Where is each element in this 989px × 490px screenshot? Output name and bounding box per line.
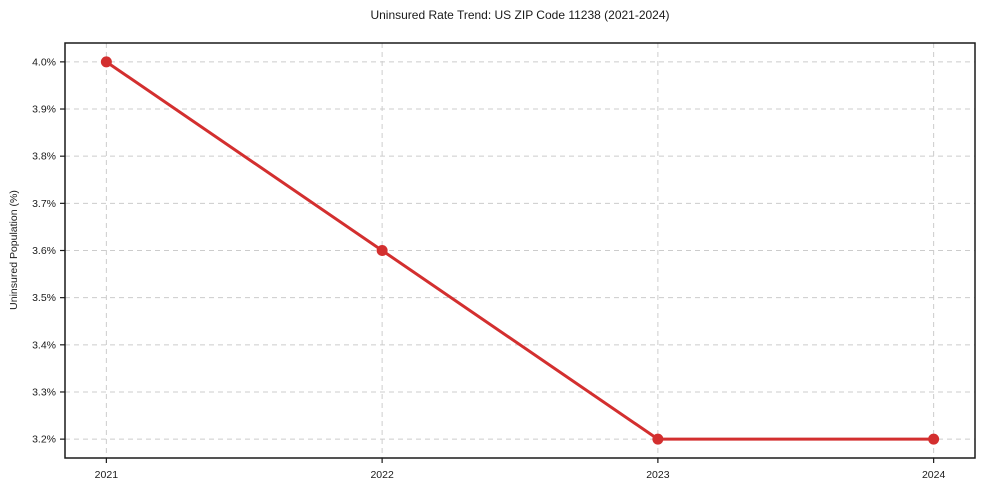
trend-line xyxy=(104,60,936,441)
y-tick-label: 3.3% xyxy=(32,386,56,398)
x-tick-label: 2024 xyxy=(922,469,946,481)
y-tick-label: 3.8% xyxy=(32,151,56,163)
x-tick-label: 2021 xyxy=(95,469,119,481)
y-tick-label: 3.2% xyxy=(32,434,56,446)
y-tick-label: 4.0% xyxy=(32,56,56,68)
data-point xyxy=(376,245,388,256)
x-tick-label: 2022 xyxy=(370,469,394,481)
y-tick-label: 3.6% xyxy=(32,245,56,257)
y-tick-label: 3.9% xyxy=(32,104,56,116)
y-axis-label: Uninsured Population (%) xyxy=(8,190,20,310)
chart-title: Uninsured Rate Trend: US ZIP Code 11238 … xyxy=(370,8,670,22)
x-tick-label: 2023 xyxy=(646,469,670,481)
data-point xyxy=(928,433,940,445)
y-tick-label: 3.4% xyxy=(32,339,56,351)
data-point xyxy=(100,56,112,68)
y-tick-label: 3.7% xyxy=(32,198,56,210)
y-tick-label: 3.5% xyxy=(32,292,56,304)
data-point xyxy=(652,433,664,445)
